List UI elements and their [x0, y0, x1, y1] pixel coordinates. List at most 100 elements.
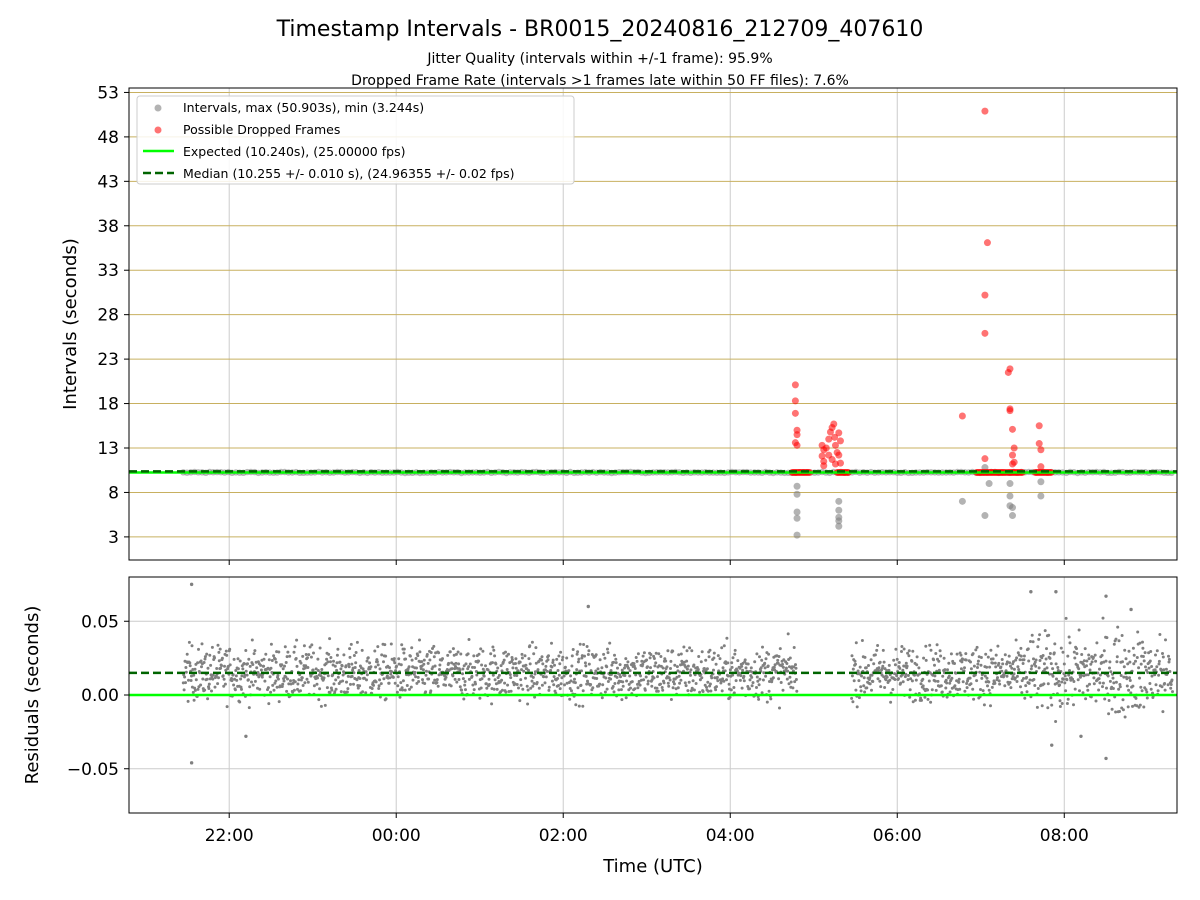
residual-point	[1083, 647, 1087, 651]
residual-point	[547, 685, 551, 689]
residual-point	[625, 679, 629, 683]
residual-point	[181, 681, 185, 685]
residual-point	[309, 674, 313, 678]
residual-point	[781, 665, 785, 669]
residual-point	[677, 653, 681, 657]
residual-point	[1167, 660, 1171, 664]
residual-point	[1018, 658, 1022, 662]
residual-point	[636, 686, 640, 690]
residual-point	[461, 672, 464, 676]
residual-point	[1001, 662, 1005, 666]
residual-point	[471, 683, 475, 687]
residual-point	[387, 681, 391, 685]
residual-point	[678, 670, 682, 674]
residual-point	[1022, 654, 1026, 658]
residual-point	[370, 687, 374, 690]
residual-point	[531, 684, 535, 688]
residual-point	[1121, 660, 1124, 664]
residual-point	[392, 657, 396, 661]
residual-point	[981, 689, 985, 693]
residual-point	[746, 685, 750, 688]
residual-point	[584, 664, 588, 668]
residual-point	[325, 686, 329, 690]
residual-point	[1093, 653, 1097, 657]
residual-point	[1066, 654, 1070, 658]
residual-point	[492, 648, 496, 652]
residual-point	[293, 680, 297, 684]
residual-point	[986, 684, 989, 688]
residual-point	[787, 682, 791, 686]
residual-point	[1020, 691, 1024, 695]
residual-point	[652, 657, 656, 660]
residual-point	[1114, 680, 1118, 684]
residual-point	[268, 675, 272, 679]
residual-point	[1104, 756, 1108, 761]
residual-point	[553, 663, 556, 667]
residual-point	[509, 689, 513, 693]
residual-point	[525, 684, 529, 688]
residual-point	[686, 689, 690, 693]
residual-point	[289, 679, 292, 683]
residual-point	[736, 659, 740, 663]
residual-point	[993, 681, 997, 685]
residual-point	[270, 659, 274, 662]
residual-point	[1007, 654, 1011, 658]
residual-point	[643, 688, 647, 692]
residual-point	[338, 660, 342, 664]
residual-point	[210, 645, 214, 649]
residual-point	[376, 663, 380, 667]
residuals-x-ticks: 22:00 00:00 02:00 04:00 06:00 08:00	[205, 813, 1089, 846]
residual-point	[541, 662, 545, 666]
residual-point	[1029, 590, 1033, 594]
residual-point	[318, 687, 322, 691]
residual-point	[854, 662, 857, 666]
residual-point	[239, 685, 243, 689]
residual-point	[632, 664, 636, 668]
residual-point	[533, 695, 537, 699]
residual-point	[444, 683, 448, 687]
residual-point	[408, 687, 411, 691]
residual-point	[236, 667, 240, 671]
residual-point	[1142, 705, 1146, 709]
residual-point	[334, 678, 338, 682]
residual-point	[491, 645, 495, 649]
residual-point	[603, 656, 607, 660]
residual-point	[277, 700, 281, 704]
residual-point	[743, 658, 747, 662]
residual-point	[644, 675, 648, 679]
residual-point	[720, 689, 724, 693]
residual-point	[463, 683, 467, 687]
residual-point	[570, 689, 573, 693]
residual-point	[965, 686, 969, 690]
residual-point	[1016, 651, 1020, 655]
residual-point	[230, 679, 234, 683]
residual-point	[884, 678, 888, 682]
residual-point	[1158, 633, 1162, 636]
residual-point	[1155, 649, 1159, 653]
residual-point	[946, 668, 949, 672]
residual-point	[251, 663, 255, 666]
residual-point	[671, 686, 675, 690]
residual-point	[518, 699, 522, 703]
residual-point	[348, 655, 352, 659]
residual-point	[207, 682, 211, 686]
residual-point	[468, 662, 472, 666]
residual-point	[339, 690, 343, 694]
residual-point	[728, 695, 732, 699]
dropped-frame-point	[958, 412, 966, 420]
dropped-frame-point	[1035, 440, 1043, 448]
residual-point	[191, 668, 195, 671]
residual-point	[985, 665, 989, 669]
residual-point	[1142, 659, 1146, 663]
residual-point	[546, 658, 550, 662]
residual-point	[274, 660, 278, 664]
residual-point	[550, 665, 554, 669]
residual-point	[206, 697, 210, 701]
residual-point	[871, 680, 875, 683]
residual-point	[630, 680, 634, 684]
residual-point	[184, 666, 188, 669]
residual-point	[628, 669, 632, 673]
residual-point	[1094, 699, 1098, 703]
residual-point	[679, 652, 683, 656]
